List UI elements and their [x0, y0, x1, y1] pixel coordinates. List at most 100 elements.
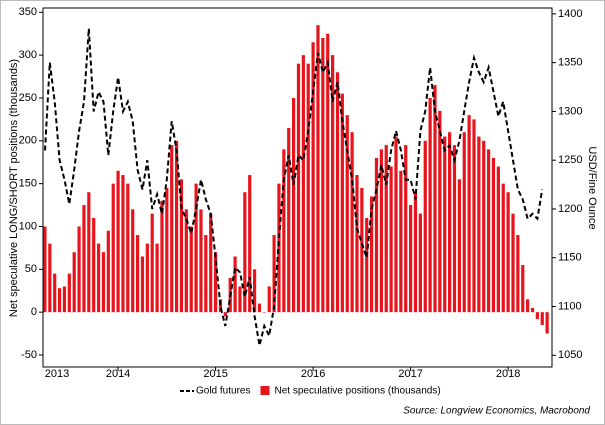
bar	[477, 136, 481, 313]
bar	[443, 136, 447, 313]
bar	[87, 192, 91, 313]
y2-axis-title: USD/Fine Ounce	[586, 146, 598, 229]
bar	[145, 243, 149, 313]
bar	[111, 183, 115, 313]
bar	[150, 213, 154, 313]
bar	[448, 132, 452, 313]
bar	[433, 85, 437, 313]
bar	[252, 269, 257, 313]
bar	[155, 243, 159, 313]
bar	[496, 166, 500, 313]
y-tick-label: 100	[19, 220, 37, 232]
bar	[267, 286, 271, 313]
bar	[179, 179, 184, 313]
bar	[213, 252, 218, 313]
bar	[360, 187, 364, 313]
bar	[160, 200, 164, 313]
bar	[491, 157, 496, 313]
bar	[209, 213, 213, 313]
bar	[218, 299, 223, 313]
bar	[457, 179, 461, 313]
bar	[331, 55, 335, 313]
bar	[57, 288, 62, 313]
bar	[257, 303, 262, 313]
bar	[540, 312, 544, 326]
bar	[262, 312, 266, 313]
bar	[530, 307, 535, 313]
legend-label: Net speculative positions (thousands)	[274, 386, 440, 397]
bar	[72, 252, 76, 313]
bar	[67, 273, 71, 313]
bar	[501, 183, 505, 313]
bar	[316, 25, 320, 313]
y-tick-label: 300	[19, 49, 37, 61]
bar	[506, 192, 510, 313]
bar	[340, 93, 344, 313]
bar	[121, 175, 125, 313]
y2-tick-label: 1200	[558, 203, 582, 215]
y2-tick-label: 1250	[558, 154, 582, 166]
bar	[223, 312, 227, 317]
x-tick-label: 2014	[106, 368, 130, 380]
bar	[170, 145, 174, 313]
y2-tick-label: 1100	[558, 300, 582, 312]
y-axis-title: Net speculative LONG/SHORT positions (th…	[8, 59, 20, 317]
x-tick-label: 2018	[496, 368, 520, 380]
bar	[394, 136, 398, 313]
source-note: Source: Longview Economics, Macrobond	[403, 406, 590, 417]
bar	[413, 192, 418, 313]
bar	[482, 140, 486, 313]
bar	[311, 42, 315, 313]
y-tick-label: 0	[31, 306, 37, 318]
bar	[423, 140, 427, 313]
bar	[116, 170, 120, 313]
bar	[545, 312, 549, 334]
x-tick-label: 2016	[301, 368, 325, 380]
bar	[199, 209, 203, 313]
plot-frame	[42, 7, 553, 368]
legend-swatch	[260, 386, 270, 395]
bar	[301, 55, 305, 313]
bar	[287, 127, 291, 313]
bar	[355, 175, 359, 313]
y-tick-label: 350	[19, 6, 37, 18]
bar	[374, 157, 379, 313]
bar	[184, 209, 188, 313]
bar	[233, 256, 237, 313]
bar	[370, 196, 374, 313]
bar	[174, 140, 179, 313]
bar	[53, 273, 57, 313]
bar	[438, 110, 442, 313]
bar	[467, 115, 471, 313]
y-tick-label: 200	[19, 135, 37, 147]
x-tick-label: 2013	[45, 368, 69, 380]
bar	[521, 265, 525, 313]
bar	[306, 63, 310, 313]
y2-tick-label: 1050	[558, 349, 582, 361]
bar	[126, 183, 130, 313]
bar	[277, 183, 281, 313]
bar	[428, 97, 432, 313]
bar	[418, 213, 422, 313]
bar	[135, 235, 140, 313]
bar	[345, 115, 349, 313]
y-tick-label: 250	[19, 92, 37, 104]
y2-tick-label: 1300	[558, 105, 582, 117]
x-tick-label: 2015	[203, 368, 227, 380]
bar	[243, 192, 247, 313]
bar	[326, 33, 330, 313]
bar	[462, 132, 466, 313]
x-tick-label: 2017	[398, 368, 422, 380]
bar	[131, 209, 135, 313]
bar	[321, 37, 325, 313]
y2-tick-label: 1400	[558, 8, 582, 20]
bar	[101, 252, 106, 313]
bar	[238, 286, 242, 313]
bar	[452, 145, 457, 313]
bar	[82, 205, 86, 313]
bar	[526, 299, 530, 313]
bar	[535, 312, 539, 320]
bar	[516, 235, 520, 313]
bar	[335, 72, 340, 313]
y-tick-label: -50	[21, 349, 37, 361]
